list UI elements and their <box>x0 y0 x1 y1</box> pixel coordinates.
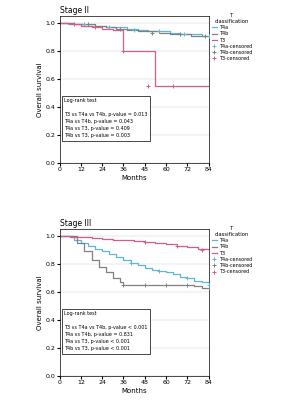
Point <box>203 32 207 39</box>
Point <box>181 31 186 37</box>
Point <box>121 282 126 288</box>
Point <box>206 282 211 288</box>
Legend: T4a, T4b, T3, T4a-censored, T4b-censored, T3-censored: T4a, T4b, T3, T4a-censored, T4b-censored… <box>212 13 252 61</box>
Point <box>86 21 90 28</box>
Text: Log-rank test

T3 vs T4a vs T4b, p-value < 0.001
T4a vs T4b, p-value = 0.831
T4a: Log-rank test T3 vs T4a vs T4b, p-value … <box>64 311 148 351</box>
Y-axis label: Overall survival: Overall survival <box>37 62 43 117</box>
Point <box>164 282 168 288</box>
Point <box>185 282 190 288</box>
X-axis label: Months: Months <box>121 175 147 181</box>
Point <box>72 21 76 28</box>
Point <box>142 282 147 288</box>
Point <box>117 25 122 32</box>
Point <box>107 24 112 30</box>
Point <box>93 24 97 30</box>
Point <box>146 83 151 89</box>
Point <box>82 21 87 28</box>
Point <box>174 243 179 249</box>
X-axis label: Months: Months <box>121 388 147 394</box>
Text: Log-rank test

T3 vs T4a vs T4b, p-value = 0.013
T4a vs T4b, p-value = 0.043
T4a: Log-rank test T3 vs T4a vs T4b, p-value … <box>64 98 148 138</box>
Text: Stage II: Stage II <box>60 6 89 15</box>
Point <box>206 285 211 291</box>
Point <box>132 27 136 33</box>
Point <box>185 275 190 281</box>
Point <box>199 247 204 253</box>
Point <box>178 31 183 37</box>
Point <box>156 28 161 34</box>
Point <box>128 260 133 266</box>
Legend: T4a, T4b, T3, T4a-censored, T4b-censored, T3-censored: T4a, T4b, T3, T4a-censored, T4b-censored… <box>212 226 252 274</box>
Point <box>171 83 176 89</box>
Point <box>121 48 126 54</box>
Point <box>206 32 211 39</box>
Point <box>150 30 154 36</box>
Point <box>142 238 147 245</box>
Text: Stage III: Stage III <box>60 219 91 228</box>
Point <box>156 268 161 274</box>
Y-axis label: Overall survival: Overall survival <box>37 275 43 330</box>
